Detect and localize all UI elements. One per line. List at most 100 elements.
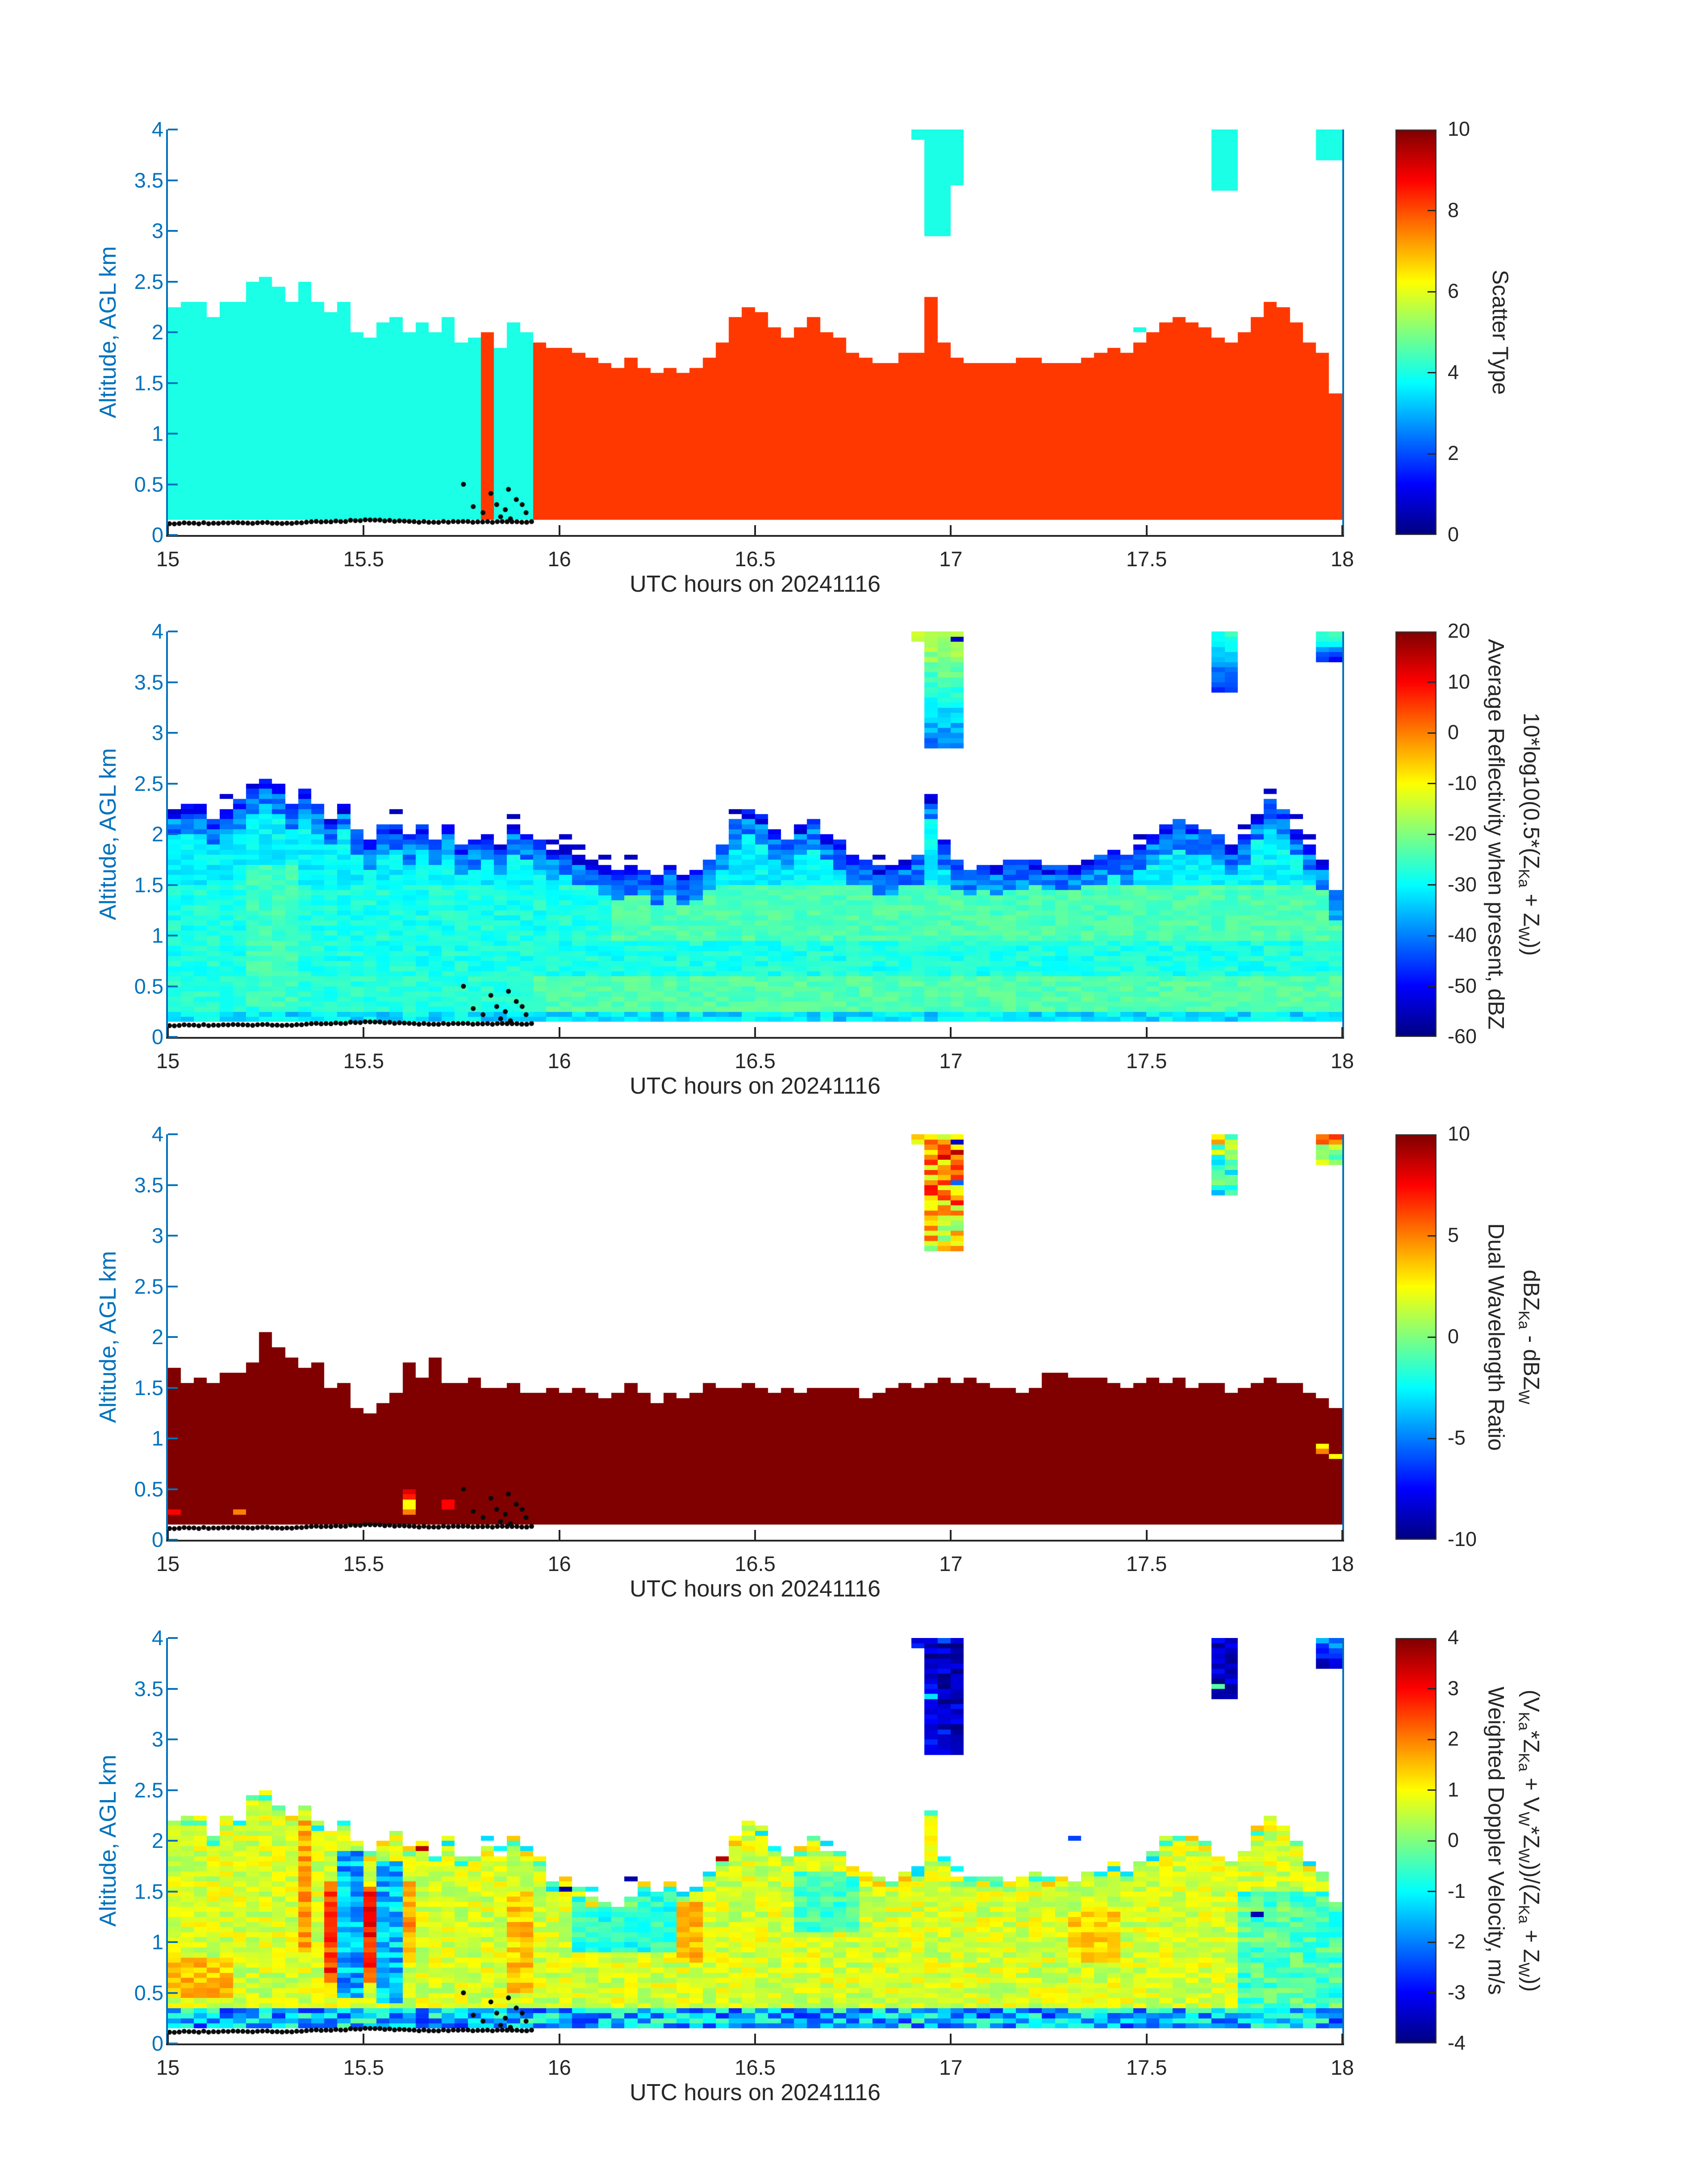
x-tick-label: 17	[939, 547, 963, 571]
y-tick-label: 1.5	[134, 873, 163, 897]
y-tick-label: 3	[151, 721, 163, 744]
x-tick-mark	[558, 525, 560, 535]
x-tick-mark	[363, 525, 365, 535]
colorbar-tick-label: 10	[1448, 1122, 1470, 1145]
x-tick-mark	[1145, 525, 1148, 535]
colorbar-tick-mark	[1428, 935, 1436, 936]
colorbar-tick-mark	[1428, 453, 1436, 455]
x-tick-mark	[363, 1530, 365, 1540]
x-tick-mark	[1145, 2034, 1148, 2043]
y-tick-mark	[168, 534, 178, 536]
colorbar-tick-mark	[1428, 986, 1436, 987]
y-tick-mark	[168, 1992, 178, 1994]
right-axis-line	[1342, 1638, 1344, 2045]
colorbar-tick-mark	[1428, 210, 1436, 212]
right-axis-line	[1342, 1134, 1344, 1542]
x-tick-label: 15.5	[343, 2056, 384, 2079]
y-tick-label: 1.5	[134, 371, 163, 395]
colorbar-tick-label: -10	[1448, 771, 1477, 794]
x-tick-mark	[950, 2034, 952, 2043]
heatmap-average-reflectivity	[168, 631, 1342, 1037]
colorbar-tick-mark	[1428, 1688, 1436, 1689]
x-tick-mark	[754, 1530, 756, 1540]
y-axis-line	[166, 130, 168, 537]
x-tick-label: 15.5	[343, 1552, 384, 1575]
y-tick-mark	[168, 382, 178, 384]
colorbar-tick-mark	[1428, 1235, 1436, 1237]
x-tick-mark	[1341, 1530, 1343, 1540]
y-tick-label: 0	[151, 2031, 163, 2055]
y-tick-label: 1	[151, 1930, 163, 1954]
y-tick-label: 3.5	[134, 670, 163, 694]
y-tick-mark	[168, 1437, 178, 1439]
x-tick-label: 16.5	[735, 547, 776, 571]
x-tick-mark	[1145, 1530, 1148, 1540]
colorbar-tick-mark	[1428, 1789, 1436, 1791]
x-tick-mark	[558, 2034, 560, 2043]
x-tick-mark	[754, 2034, 756, 2043]
x-tick-mark	[167, 2034, 169, 2043]
y-tick-label: 3	[151, 219, 163, 242]
y-tick-label: 3.5	[134, 168, 163, 192]
x-tick-mark	[558, 1530, 560, 1540]
y-tick-label: 1.5	[134, 1375, 163, 1400]
y-tick-mark	[168, 1336, 178, 1338]
y-tick-mark	[168, 1387, 178, 1389]
y-tick-mark	[168, 833, 178, 835]
colorbar-tick-label: -30	[1448, 873, 1477, 896]
colorbar-tick-label: 8	[1448, 198, 1459, 221]
colorbar-tick-label: 0	[1448, 721, 1459, 744]
right-axis-line	[1342, 631, 1344, 1039]
y-tick-mark	[168, 884, 178, 886]
y-tick-mark	[168, 782, 178, 785]
y-tick-mark	[168, 1637, 178, 1639]
colorbar-tick-label: 0	[1448, 1325, 1459, 1348]
x-tick-label: 16	[547, 1552, 571, 1575]
colorbar-tick-label: 10	[1448, 670, 1470, 693]
x-axis-label: UTC hours on 20241116	[630, 571, 881, 597]
colorbar-tick-mark	[1428, 1840, 1436, 1842]
colorbar-tick-label: -3	[1448, 1981, 1466, 2004]
x-axis-line	[166, 1540, 1344, 1542]
x-tick-label: 17.5	[1126, 547, 1167, 571]
y-tick-label: 3	[151, 1224, 163, 1247]
x-tick-label: 15	[156, 1552, 180, 1575]
colorbar-tick-mark	[1428, 1336, 1436, 1338]
y-tick-label: 0.5	[134, 974, 163, 998]
y-tick-mark	[168, 1235, 178, 1237]
colorbar-tick-label: 10	[1448, 117, 1470, 140]
y-tick-label: 2.5	[134, 269, 163, 293]
x-tick-label: 18	[1330, 2056, 1354, 2079]
colorbar-tick-mark	[1428, 681, 1436, 683]
y-tick-mark	[168, 1789, 178, 1791]
y-axis-line	[166, 1134, 168, 1542]
y-tick-label: 1.5	[134, 1879, 163, 1903]
x-tick-mark	[950, 1027, 952, 1037]
x-tick-label: 15.5	[343, 547, 384, 571]
y-tick-mark	[168, 1688, 178, 1690]
colorbar-tick-label: 4	[1448, 1626, 1459, 1649]
x-tick-label: 16.5	[735, 1049, 776, 1073]
x-axis-label: UTC hours on 20241116	[630, 1576, 881, 1602]
colorbar-tick-mark	[1428, 1941, 1436, 1943]
colorbar-tick-mark	[1428, 833, 1436, 835]
y-tick-label: 4	[151, 619, 163, 643]
x-tick-label: 15	[156, 547, 180, 571]
colorbar-tick-label: -4	[1448, 2031, 1466, 2054]
x-tick-mark	[167, 1530, 169, 1540]
y-tick-label: 0.5	[134, 1477, 163, 1501]
y-tick-label: 2.5	[134, 1274, 163, 1298]
y-tick-label: 2.5	[134, 1778, 163, 1802]
heatmap-dual-wavelength-ratio	[168, 1134, 1342, 1540]
y-tick-label: 4	[151, 1626, 163, 1650]
colorbar-tick-label: 1	[1448, 1778, 1459, 1801]
x-tick-mark	[950, 525, 952, 535]
y-tick-mark	[168, 1941, 178, 1943]
x-tick-mark	[1341, 525, 1343, 535]
x-tick-label: 17	[939, 1049, 963, 1073]
right-axis-line	[1342, 130, 1344, 537]
colorbar-tick-mark	[1428, 884, 1436, 886]
colorbar-tick-label: 2	[1448, 442, 1459, 465]
colorbar-tick-label: -10	[1448, 1528, 1477, 1550]
